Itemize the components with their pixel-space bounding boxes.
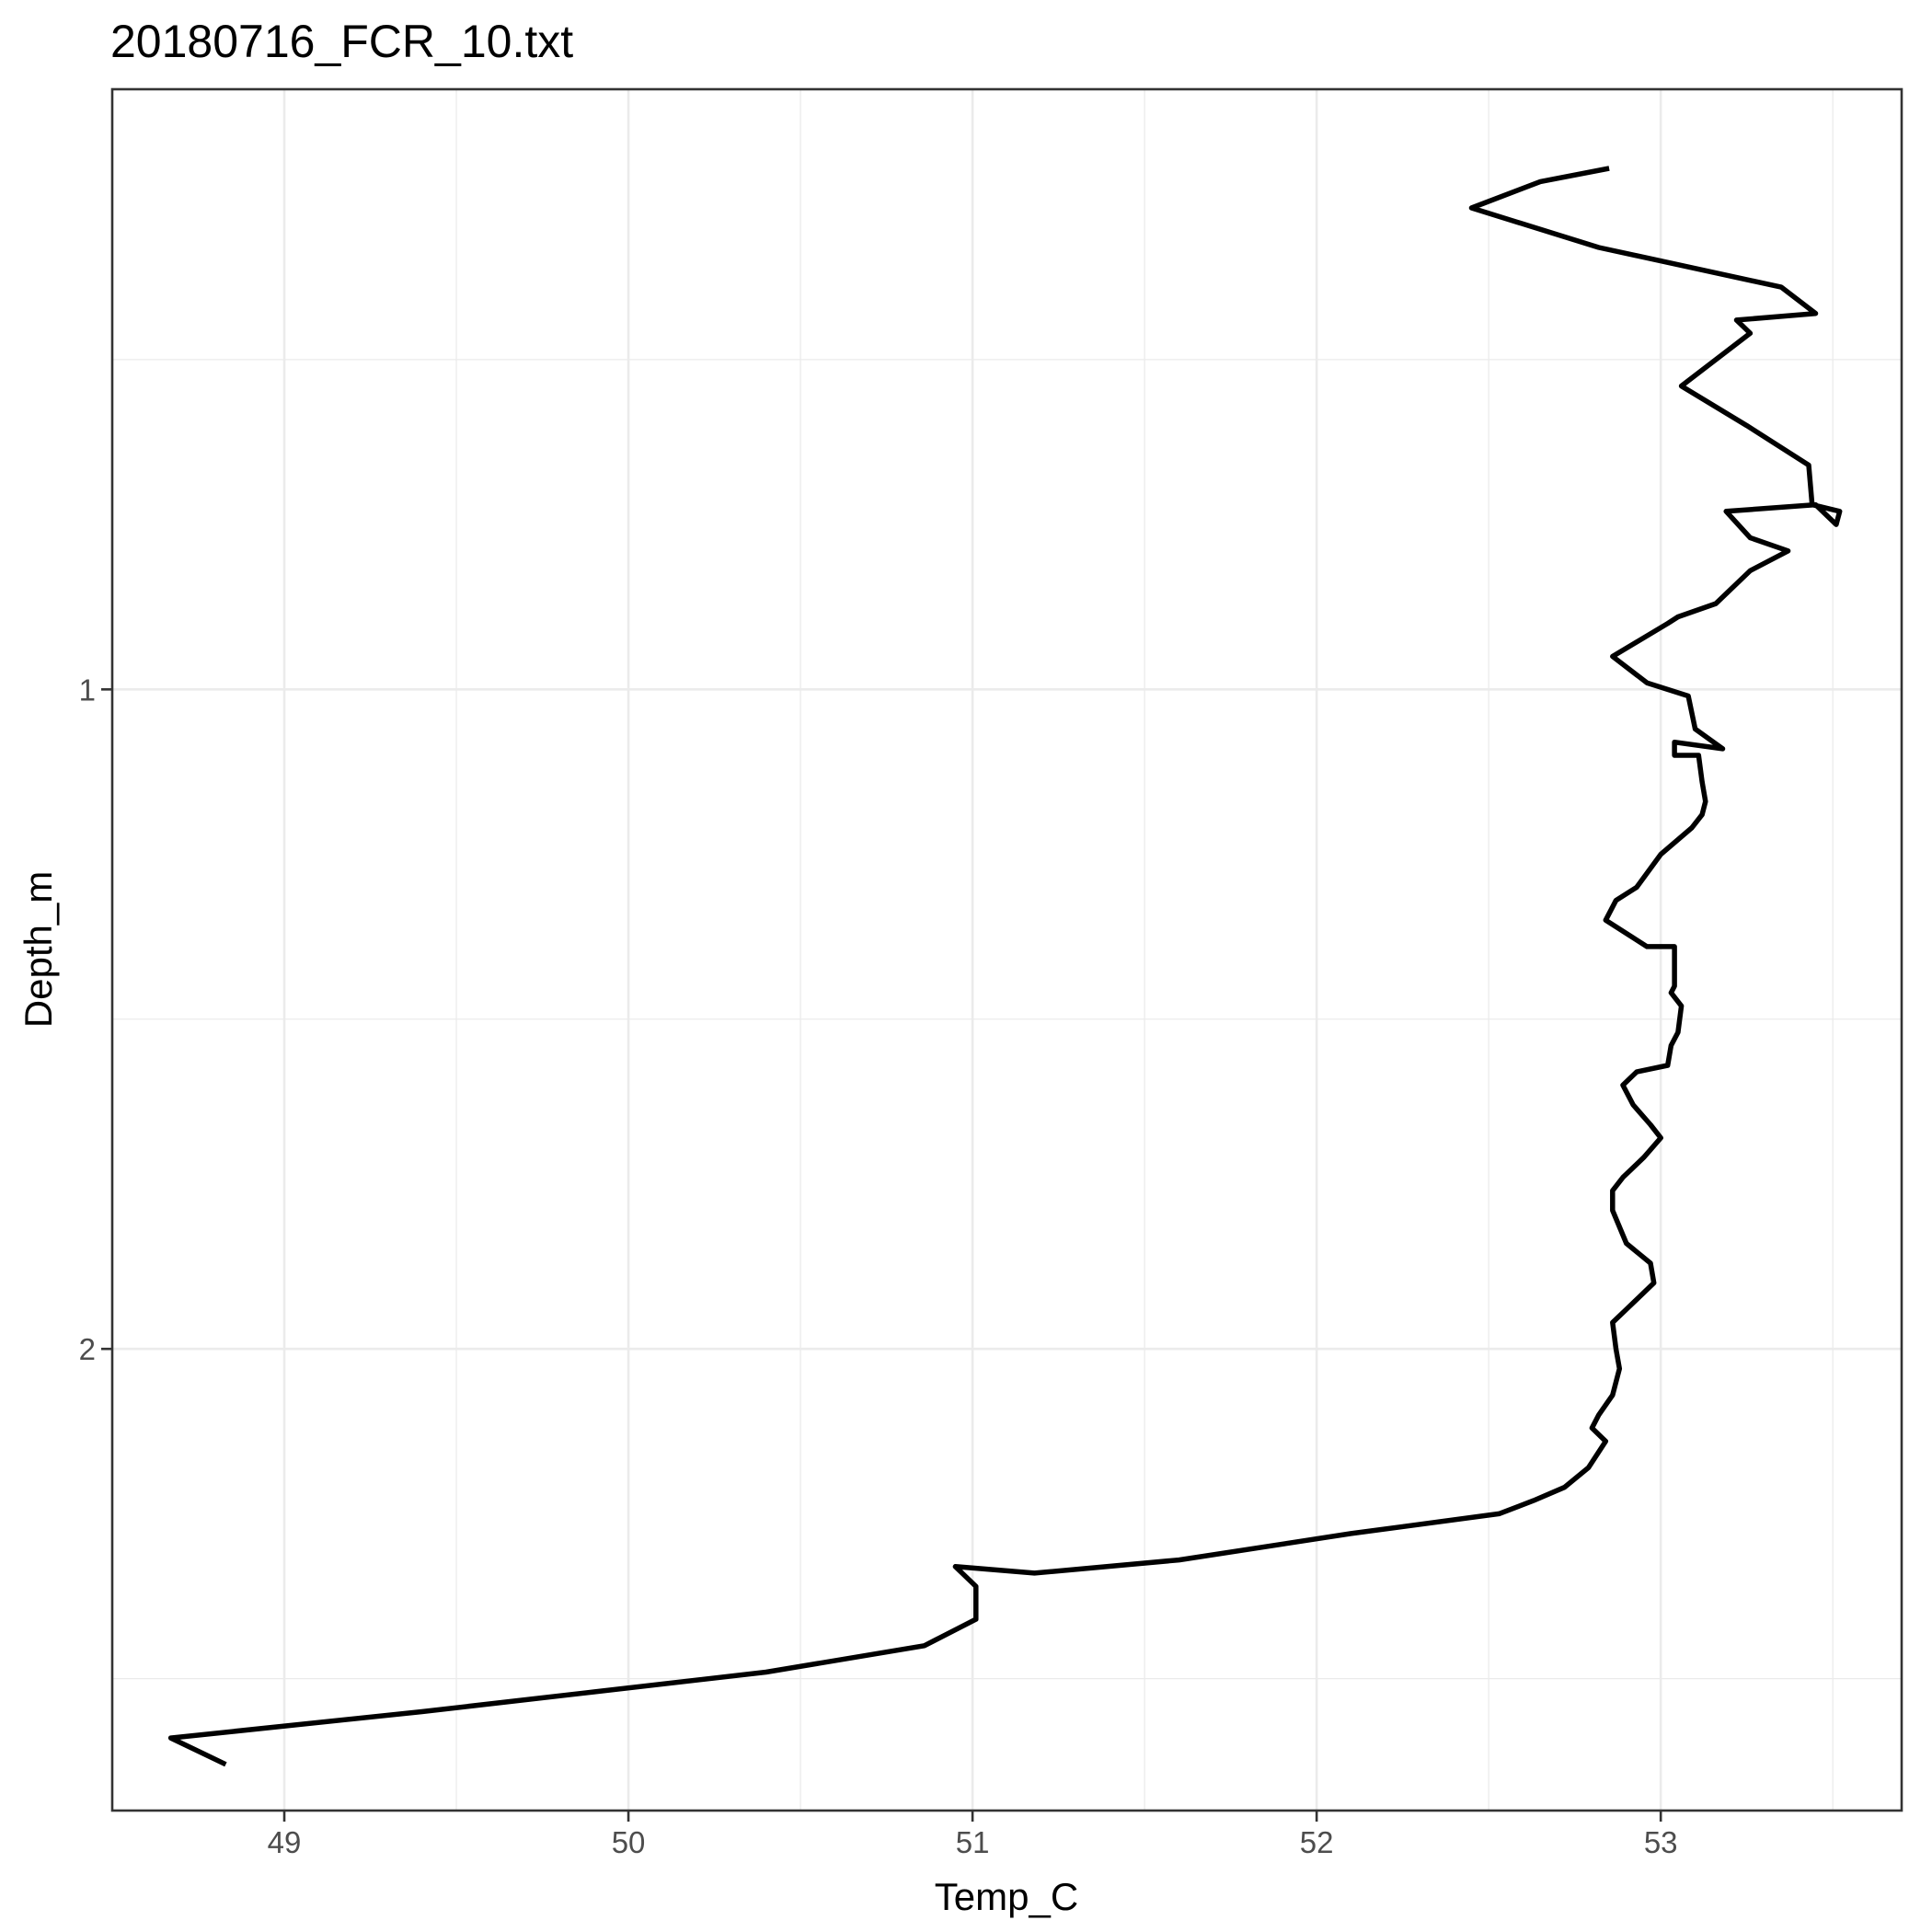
- y-tick-label: 1: [79, 673, 96, 707]
- x-tick-label: 51: [956, 1825, 990, 1859]
- x-tick-label: 53: [1644, 1825, 1678, 1859]
- grid-lines: [111, 89, 1902, 1811]
- x-tick-label: 52: [1300, 1825, 1334, 1859]
- x-tick-label: 50: [612, 1825, 646, 1859]
- x-tick-label: 49: [268, 1825, 302, 1859]
- x-axis: 49 50 51 52 53: [268, 1811, 1678, 1859]
- plot-panel-border: [110, 87, 1903, 1812]
- plot-panel-background: [112, 89, 1902, 1811]
- temperature-depth-line: [167, 166, 1843, 1767]
- y-axis: 12: [79, 673, 112, 1366]
- chart-title: 20180716_FCR_10.txt: [110, 16, 573, 67]
- y-tick-label: 2: [79, 1332, 96, 1366]
- y-axis-title: Depth_m: [17, 871, 60, 1028]
- x-axis-title: Temp_C: [935, 1875, 1078, 1918]
